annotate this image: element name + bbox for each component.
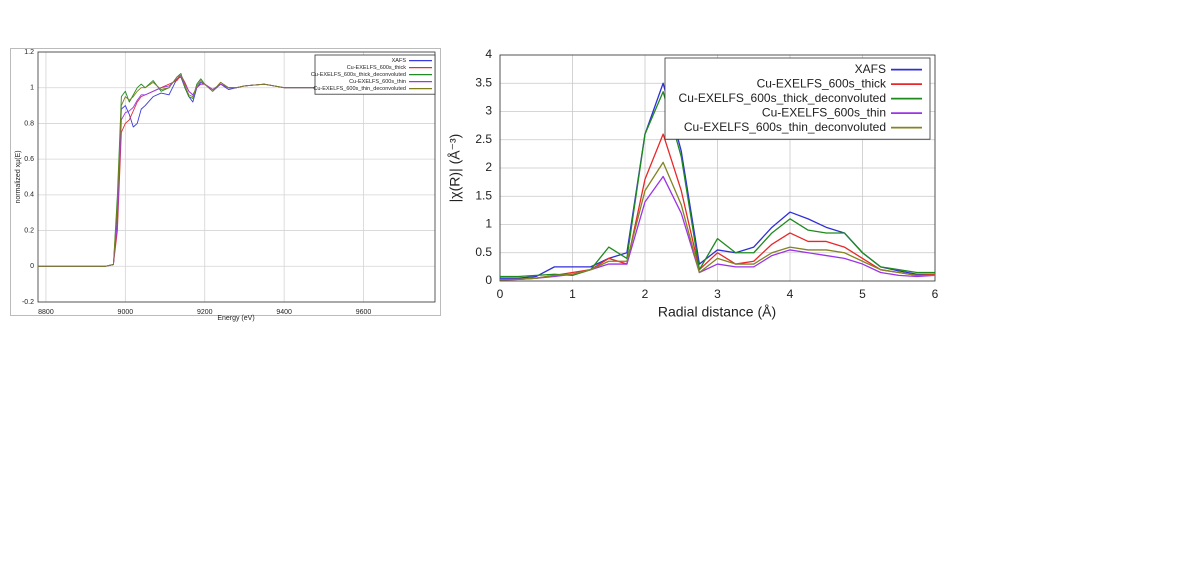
y-tick-label: -0.2 xyxy=(22,299,34,306)
x-tick-label: 9600 xyxy=(356,309,372,316)
x-axis-label: Radial distance (Å) xyxy=(658,304,776,320)
y-tick-label: 1.2 xyxy=(24,49,34,56)
x-tick-label: 8800 xyxy=(38,309,54,316)
plot-frame xyxy=(499,54,936,282)
y-tick-label: 0.2 xyxy=(24,227,34,234)
y-tick-label: 1.5 xyxy=(475,188,492,202)
x-tick-label: 0 xyxy=(497,287,504,301)
legend-label: Cu-EXELFS_600s_thin_deconvoluted xyxy=(313,86,406,92)
legend-label: Cu-EXELFS_600s_thick_deconvoluted xyxy=(311,72,406,78)
x-tick-label: 5 xyxy=(859,287,866,301)
y-tick-label: 4 xyxy=(485,47,492,61)
y-tick-label: 0.4 xyxy=(24,192,34,199)
x-tick-label: 6 xyxy=(932,287,939,301)
y-tick-label: 1 xyxy=(30,85,34,92)
y-axis-label: normalized xµ(E) xyxy=(15,150,22,203)
legend-label: Cu-EXELFS_600s_thin_deconvoluted xyxy=(684,120,886,134)
x-tick-label: 3 xyxy=(714,287,721,301)
series-line xyxy=(499,133,936,281)
legend-label: XAFS xyxy=(392,58,407,64)
y-tick-label: 0.6 xyxy=(24,156,34,163)
y-tick-label: 0 xyxy=(485,273,492,287)
y-tick-label: 0.8 xyxy=(24,120,34,127)
x-tick-label: 9400 xyxy=(276,309,292,316)
legend-label: XAFS xyxy=(855,62,886,76)
x-tick-label: 1 xyxy=(569,287,576,301)
y-axis-label: |χ(R)| (Å⁻³) xyxy=(447,134,463,203)
legend-label: Cu-EXELFS_600s_thick xyxy=(757,76,887,90)
y-tick-label: 3 xyxy=(485,104,492,118)
legend-label: Cu-EXELFS_600s_thick xyxy=(347,65,407,71)
legend-label: Cu-EXELFS_600s_thin xyxy=(349,79,406,85)
y-tick-label: 0.5 xyxy=(475,245,492,259)
x-axis-label: Energy (eV) xyxy=(217,315,254,322)
series-line xyxy=(38,74,435,267)
plot-frame xyxy=(37,51,436,303)
x-tick-label: 4 xyxy=(787,287,794,301)
x-tick-label: 9200 xyxy=(197,309,213,316)
legend-label: Cu-EXELFS_600s_thin xyxy=(762,105,886,119)
legend-label: Cu-EXELFS_600s_thick_deconvoluted xyxy=(679,91,886,105)
series-line xyxy=(500,91,935,278)
y-tick-label: 0 xyxy=(30,263,34,270)
series-line xyxy=(499,161,935,281)
y-tick-label: 1 xyxy=(485,217,492,231)
y-tick-label: 3.5 xyxy=(475,75,492,89)
y-tick-label: 2 xyxy=(485,160,492,174)
x-tick-label: 2 xyxy=(642,287,649,301)
x-tick-label: 9000 xyxy=(118,309,134,316)
legend-box xyxy=(664,57,931,140)
y-tick-label: 2.5 xyxy=(475,132,492,146)
